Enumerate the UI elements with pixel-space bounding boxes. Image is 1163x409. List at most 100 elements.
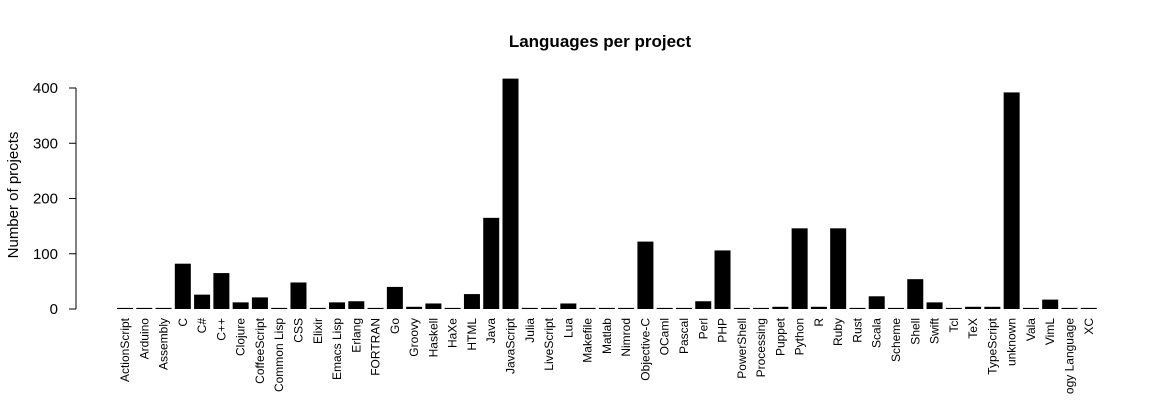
bar [1003, 92, 1020, 309]
x-axis-labels: ActionScript Arduino Assembly C C# C++ Clojure… [118, 317, 1096, 394]
x-tick-label: Lua [561, 318, 575, 338]
bar [888, 307, 904, 309]
y-tick-label: 100 [33, 246, 58, 263]
x-tick-label: Common Lisp [272, 318, 286, 392]
x-tick-label: Assembly [157, 318, 171, 370]
x-tick-label: VimL [1043, 318, 1057, 345]
bar [598, 307, 615, 309]
bar [463, 294, 480, 309]
x-tick-label: XC [1082, 318, 1096, 335]
x-tick-label: C++ [214, 318, 228, 341]
x-tick-label: TeX [966, 318, 980, 339]
bar [637, 241, 654, 309]
bar [656, 307, 673, 309]
x-tick-label: Ruby [831, 318, 845, 346]
x-tick-label: ActionScript [118, 317, 132, 382]
x-tick-label: Makefile [581, 318, 595, 363]
x-tick-label: Nimrod [619, 318, 633, 357]
x-tick-label: C [176, 318, 190, 327]
bar [945, 307, 962, 309]
bar [290, 282, 307, 309]
bar [733, 307, 750, 309]
x-tick-label: Erlang [349, 318, 363, 353]
x-tick-label: Shell [908, 318, 922, 345]
x-tick-label: ogy Language [1062, 318, 1076, 394]
bar [348, 301, 365, 309]
x-tick-label: Vala [1024, 318, 1038, 341]
bar [560, 303, 577, 309]
bar [772, 306, 789, 309]
bar [136, 307, 153, 309]
x-tick-label: Rust [850, 317, 864, 342]
x-tick-label: HaXe [446, 318, 460, 348]
x-tick-label: Java [484, 318, 498, 344]
bar [849, 307, 866, 309]
bar [926, 302, 943, 309]
y-axis-label: Number of projects [5, 132, 22, 259]
bar [675, 307, 692, 309]
bar [232, 302, 249, 309]
x-tick-label: JavaScript [504, 317, 518, 374]
bar [155, 307, 172, 309]
x-tick-label: Processing [754, 318, 768, 377]
x-tick-label: Tcl [947, 318, 961, 333]
bar [695, 301, 712, 309]
bar [618, 307, 635, 309]
x-tick-label: PHP [716, 318, 730, 343]
x-tick-label: Clojure [234, 318, 248, 356]
x-tick-label: FORTRAN [369, 318, 383, 376]
bar [791, 228, 808, 309]
bar [714, 250, 731, 309]
x-tick-label: Python [793, 318, 807, 355]
bar [1042, 299, 1059, 309]
bar [194, 294, 211, 309]
x-tick-label: Swift [928, 317, 942, 344]
y-axis-ticks: 0 100 200 300 400 [33, 80, 76, 318]
x-tick-label: Elixir [311, 318, 325, 344]
x-tick-label: unknown [1005, 318, 1019, 366]
y-tick-label: 400 [33, 80, 58, 97]
bar [444, 307, 461, 309]
bar [1061, 307, 1078, 309]
bar [386, 286, 403, 309]
x-tick-label: Matlab [600, 318, 614, 354]
x-tick-label: Objective-C [638, 318, 652, 381]
x-tick-label: Arduino [137, 318, 151, 360]
x-tick-label: Scheme [889, 318, 903, 362]
bar [1022, 307, 1039, 309]
y-tick-label: 200 [33, 191, 58, 208]
bar [483, 217, 500, 309]
bar [117, 307, 133, 309]
x-tick-label: Pascal [677, 318, 691, 354]
x-tick-label: HTML [465, 318, 479, 351]
x-tick-label: Groovy [407, 318, 421, 357]
x-tick-label: CSS [291, 318, 305, 343]
bar [329, 302, 346, 309]
x-tick-label: LiveScript [542, 317, 556, 370]
bar [425, 303, 442, 309]
x-tick-label: CoffeeScript [253, 317, 267, 383]
bar [810, 306, 827, 309]
bar [271, 307, 288, 309]
x-tick-label: Puppet [773, 317, 787, 356]
bar [251, 297, 268, 309]
bar [406, 306, 423, 309]
y-tick-label: 0 [50, 301, 58, 318]
x-tick-label: R [812, 318, 826, 327]
y-tick-label: 300 [33, 135, 58, 152]
bar [1080, 307, 1097, 309]
bar [965, 306, 982, 309]
bar [174, 263, 191, 309]
x-tick-label: PowerShell [735, 318, 749, 379]
x-tick-label: Scala [870, 318, 884, 348]
bar [502, 78, 519, 309]
bar [541, 307, 558, 309]
bars-group [117, 78, 1097, 309]
bar [309, 307, 326, 309]
x-tick-label: Haskell [426, 318, 440, 357]
x-tick-label: Perl [696, 318, 710, 339]
x-tick-label: TypeScript [985, 317, 999, 374]
bar [213, 273, 230, 309]
bar [984, 306, 1001, 309]
